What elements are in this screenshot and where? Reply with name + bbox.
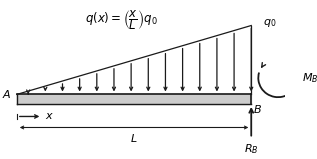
- Text: $L$: $L$: [130, 132, 138, 144]
- Text: $q(x) = \left(\dfrac{x}{L}\right) q_0$: $q(x) = \left(\dfrac{x}{L}\right) q_0$: [85, 8, 158, 32]
- Text: $M_B$: $M_B$: [302, 71, 317, 85]
- Text: $q_0$: $q_0$: [262, 17, 276, 29]
- Text: $A$: $A$: [2, 88, 11, 100]
- Text: $R_B$: $R_B$: [244, 143, 259, 156]
- Text: $B$: $B$: [253, 103, 262, 115]
- Text: $x$: $x$: [45, 111, 54, 121]
